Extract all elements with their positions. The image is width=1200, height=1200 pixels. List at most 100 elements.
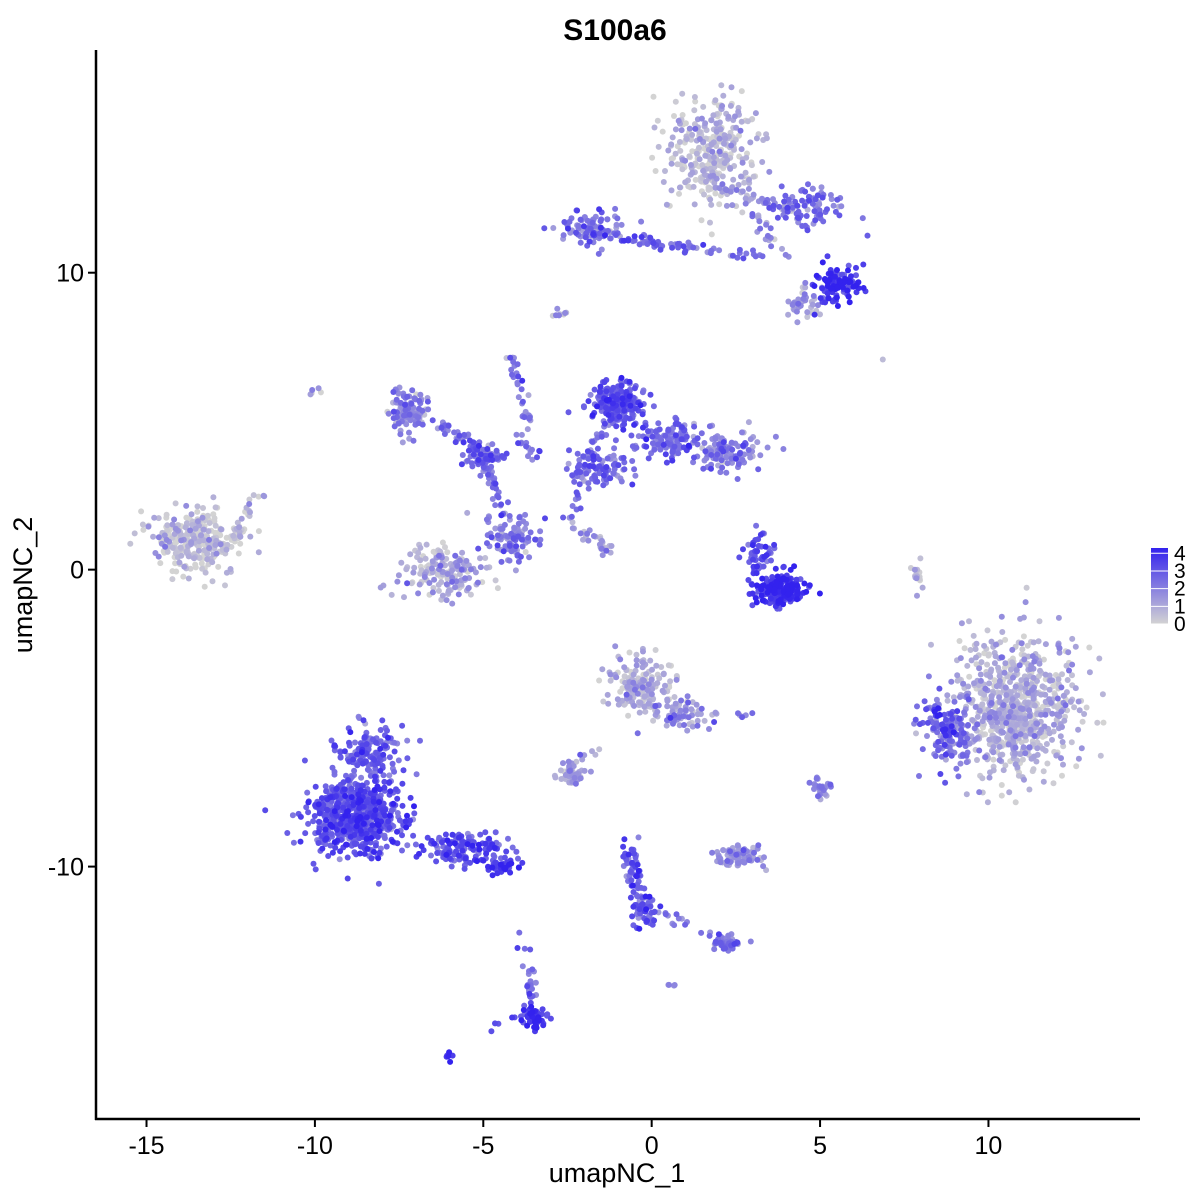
cell-point [1001, 669, 1008, 676]
cell-point [747, 454, 754, 461]
cell-point [442, 544, 448, 551]
cell-point [1027, 666, 1034, 672]
cell-point [1037, 667, 1043, 674]
cell-point [811, 283, 818, 289]
cell-point [574, 464, 581, 471]
cell-point [651, 446, 658, 453]
cell-point [688, 706, 695, 713]
cell-point [194, 503, 201, 510]
cell-point [524, 983, 531, 990]
cell-point [804, 227, 811, 234]
cell-point [708, 201, 715, 208]
cell-point [187, 527, 194, 534]
cell-point [847, 278, 854, 285]
cell-point [409, 387, 416, 394]
cell-point [739, 456, 746, 463]
cell-point [402, 407, 409, 413]
cell-point [204, 550, 211, 557]
cell-point [176, 559, 183, 566]
cell-point [860, 285, 867, 291]
cell-point [569, 525, 576, 532]
cell-point [1078, 745, 1085, 752]
cell-point [761, 854, 767, 861]
cell-point [1075, 755, 1082, 762]
cell-point [536, 448, 543, 455]
cell-point [631, 237, 638, 244]
cell-point [235, 550, 242, 557]
cell-point [526, 554, 533, 561]
cell-point [1073, 763, 1080, 770]
cell-point [753, 599, 760, 606]
cell-point [407, 817, 414, 824]
cell-point [669, 244, 676, 251]
cell-point [1002, 636, 1009, 643]
cell-point [417, 557, 424, 564]
cell-point [954, 677, 961, 684]
cell-point [1050, 780, 1057, 787]
cell-point [995, 664, 1002, 671]
cell-point [770, 196, 776, 203]
cell-point [539, 1006, 546, 1013]
cell-point [654, 117, 661, 124]
cell-point [188, 511, 195, 518]
cell-point [333, 785, 340, 792]
cell-point [817, 311, 823, 318]
cell-point [956, 638, 963, 644]
cell-point [621, 664, 628, 671]
cell-point [826, 276, 833, 283]
cell-point [614, 215, 621, 222]
cell-point [351, 840, 358, 847]
cell-point [701, 717, 708, 724]
cell-point [157, 560, 164, 567]
cell-point [532, 979, 539, 986]
cell-point [394, 578, 401, 585]
cell-point [711, 946, 718, 953]
cell-point [1000, 702, 1007, 709]
cell-point [986, 774, 993, 781]
cell-point [522, 549, 529, 555]
cell-point [621, 836, 628, 843]
cell-point [748, 162, 755, 169]
cell-point [804, 309, 811, 316]
cell-point [764, 232, 771, 239]
cell-point [722, 945, 729, 952]
cell-point [672, 700, 679, 707]
cell-point [1044, 760, 1051, 767]
cell-point [700, 465, 707, 472]
cell-point [1040, 656, 1047, 663]
cell-point [395, 572, 402, 579]
cell-point [1022, 715, 1029, 722]
cell-point [641, 703, 648, 710]
cell-point [183, 502, 190, 509]
cell-point [354, 762, 361, 769]
cell-point [1005, 713, 1012, 720]
cell-point [651, 917, 658, 924]
cell-point [774, 214, 781, 221]
cell-point [822, 276, 828, 282]
cell-point [237, 533, 244, 540]
cell-point [754, 563, 760, 570]
cell-point [505, 499, 511, 506]
cell-point [346, 739, 352, 746]
cell-point [709, 849, 716, 856]
cell-point [844, 287, 851, 294]
cell-point [702, 448, 709, 455]
cell-point [612, 437, 619, 444]
cell-point [580, 223, 587, 230]
cell-point [966, 673, 973, 680]
cell-point [386, 772, 393, 779]
cell-point [284, 830, 291, 836]
cell-point [739, 159, 746, 166]
cell-point [510, 535, 517, 542]
cell-point [1016, 662, 1023, 669]
cell-point [477, 831, 484, 838]
cell-point [814, 192, 821, 199]
cell-point [582, 234, 589, 241]
cell-point [1055, 676, 1062, 683]
cell-point [498, 558, 505, 565]
cell-point [1099, 691, 1106, 698]
cell-point [917, 555, 924, 562]
cell-point [201, 583, 208, 590]
cell-point [499, 453, 505, 459]
cell-point [950, 694, 957, 701]
